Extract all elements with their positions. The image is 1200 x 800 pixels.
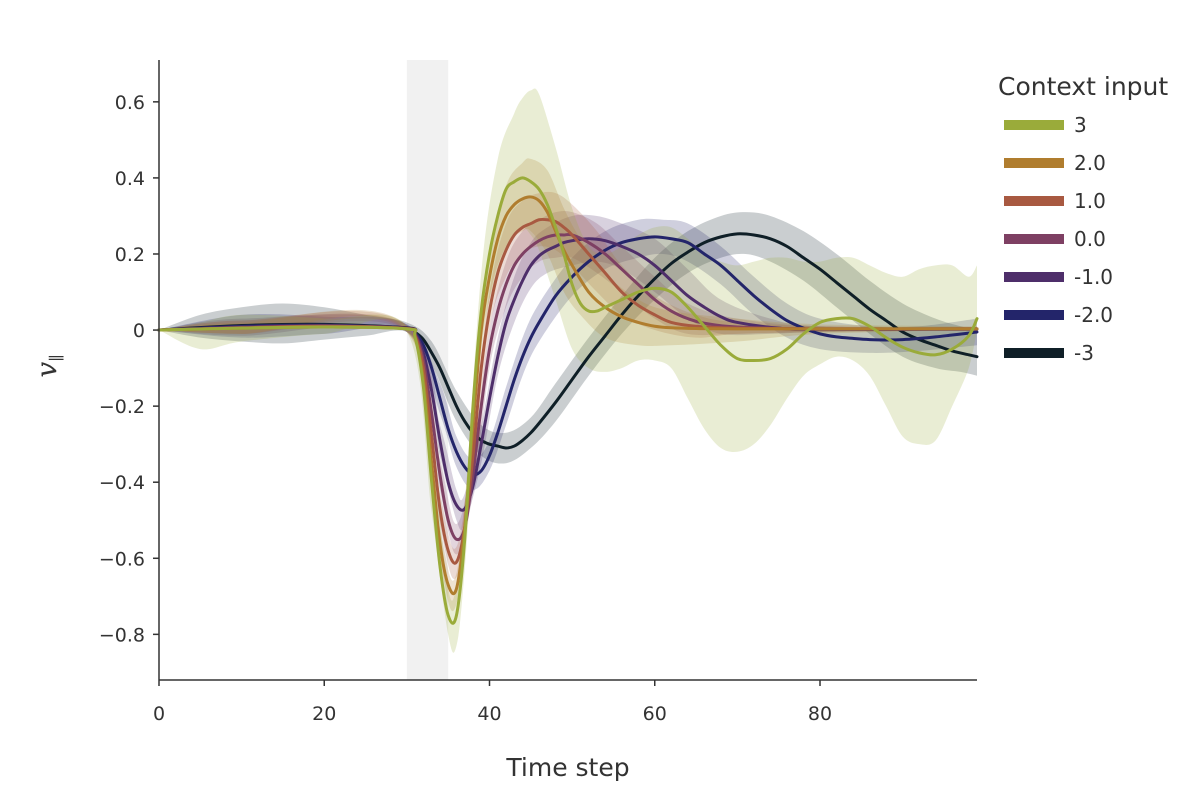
y-tick-label: −0.4 — [99, 472, 145, 494]
y-axis-title: v∥ — [30, 354, 66, 377]
legend-label: -2.0 — [1074, 303, 1113, 327]
legend-swatch — [1004, 310, 1064, 320]
legend-swatch — [1004, 158, 1064, 168]
y-tick-label: −0.2 — [99, 396, 145, 418]
line-series-0[interactable] — [157, 176, 979, 625]
y-axis-ticks: 0.6 0.4 0.2 0 −0.2 −0.4 −0.6 −0.8 — [99, 92, 159, 646]
legend-swatch — [1004, 272, 1064, 282]
x-axis-title: Time step — [505, 753, 629, 782]
y-tick-label: −0.8 — [99, 624, 145, 646]
x-axis-ticks: 0 20 40 60 80 — [153, 680, 832, 725]
y-tick-label: 0 — [133, 320, 145, 342]
legend-label: -3 — [1074, 341, 1094, 365]
legend-items[interactable]: 3 2.0 1.0 0.0 -1.0 -2.0 -3 — [1004, 113, 1113, 365]
legend-label: 0.0 — [1074, 227, 1106, 251]
legend-item-3[interactable]: 0.0 — [1004, 227, 1106, 251]
band-series-6 — [159, 212, 977, 464]
y-tick-label: 0.6 — [115, 92, 145, 114]
legend[interactable]: Context input 3 2.0 1.0 0.0 -1.0 -2.0 -3 — [998, 72, 1168, 365]
x-tick-label: 80 — [808, 703, 832, 725]
legend-item-5[interactable]: -2.0 — [1004, 303, 1113, 327]
confidence-bands — [159, 88, 977, 653]
legend-item-1[interactable]: 2.0 — [1004, 151, 1106, 175]
axes — [158, 60, 977, 681]
legend-item-2[interactable]: 1.0 — [1004, 189, 1106, 213]
legend-label: 2.0 — [1074, 151, 1106, 175]
line-series-6[interactable] — [157, 232, 979, 450]
y-tick-label: 0.2 — [115, 244, 145, 266]
line-series-4[interactable] — [157, 237, 979, 512]
legend-swatch — [1004, 348, 1064, 358]
legend-swatch — [1004, 196, 1064, 206]
series-lines — [157, 176, 979, 625]
legend-label: 1.0 — [1074, 189, 1106, 213]
legend-title: Context input — [998, 72, 1168, 101]
band-series-1 — [159, 158, 977, 612]
legend-swatch — [1004, 120, 1064, 130]
y-axis-title-subscript: ∥ — [47, 354, 66, 361]
x-tick-label: 60 — [643, 703, 667, 725]
legend-item-0[interactable]: 3 — [1004, 113, 1087, 137]
y-tick-label: 0.4 — [115, 168, 145, 190]
legend-item-4[interactable]: -1.0 — [1004, 265, 1113, 289]
y-tick-label: −0.6 — [99, 548, 145, 570]
legend-label: 3 — [1074, 113, 1087, 137]
line-series-2[interactable] — [157, 217, 979, 565]
legend-label: -1.0 — [1074, 265, 1113, 289]
x-tick-label: 0 — [153, 703, 165, 725]
legend-swatch — [1004, 234, 1064, 244]
band-series-0 — [159, 88, 977, 653]
line-series-5[interactable] — [157, 235, 979, 477]
x-tick-label: 40 — [477, 703, 501, 725]
legend-item-6[interactable]: -3 — [1004, 341, 1094, 365]
y-axis-title-main: v — [30, 362, 63, 378]
x-tick-label: 20 — [312, 703, 336, 725]
